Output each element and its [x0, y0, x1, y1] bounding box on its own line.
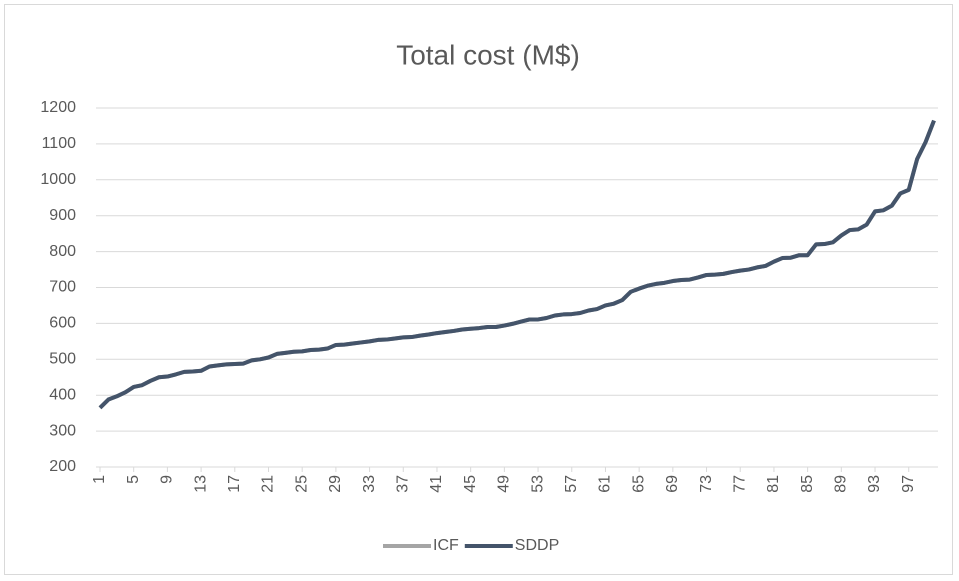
x-tick-label: 37 — [394, 475, 411, 493]
x-tick-label: 5 — [125, 475, 142, 484]
x-tick-label: 93 — [866, 475, 883, 493]
x-tick-label: 25 — [293, 475, 310, 493]
y-tick-label: 1000 — [40, 171, 76, 188]
x-tick-label: 89 — [833, 475, 850, 493]
x-tick-label: 73 — [698, 475, 715, 493]
x-tick-label: 9 — [159, 475, 176, 484]
legend-label: SDDP — [515, 537, 559, 554]
x-tick-label: 17 — [226, 475, 243, 493]
y-tick-label: 500 — [49, 351, 76, 368]
x-tick-label: 69 — [664, 475, 681, 493]
y-tick-label: 200 — [49, 458, 76, 475]
y-tick-label: 700 — [49, 279, 76, 296]
chart-title: Total cost (M$) — [396, 39, 580, 70]
x-tick-label: 1 — [91, 475, 108, 484]
x-tick-label: 45 — [462, 475, 479, 493]
chart-border — [4, 4, 953, 575]
legend-label: ICF — [433, 537, 459, 554]
x-tick-label: 85 — [799, 475, 816, 493]
y-tick-label: 1100 — [42, 135, 77, 152]
x-tick-label: 77 — [731, 475, 748, 493]
x-tick-label: 41 — [428, 475, 445, 493]
x-tick-label: 53 — [529, 475, 546, 493]
line — [98, 119, 936, 410]
x-tick-label: 57 — [563, 475, 580, 493]
x-tick-label: 81 — [765, 475, 782, 493]
x-tick-label: 13 — [192, 475, 209, 493]
x-tick-label: 61 — [597, 475, 614, 493]
y-tick-label: 600 — [49, 315, 76, 332]
x-tick-label: 49 — [496, 475, 513, 493]
y-tick-label: 800 — [49, 243, 76, 260]
x-tick-label: 97 — [900, 475, 917, 493]
x-tick-label: 29 — [327, 475, 344, 493]
y-tick-label: 1200 — [40, 99, 76, 116]
y-tick-label: 400 — [49, 386, 76, 403]
x-tick-label: 33 — [361, 475, 378, 493]
x-tick-label: 65 — [630, 475, 647, 493]
x-tick-label: 21 — [260, 475, 277, 493]
y-tick-label: 300 — [49, 422, 76, 439]
y-tick-label: 900 — [49, 207, 76, 224]
